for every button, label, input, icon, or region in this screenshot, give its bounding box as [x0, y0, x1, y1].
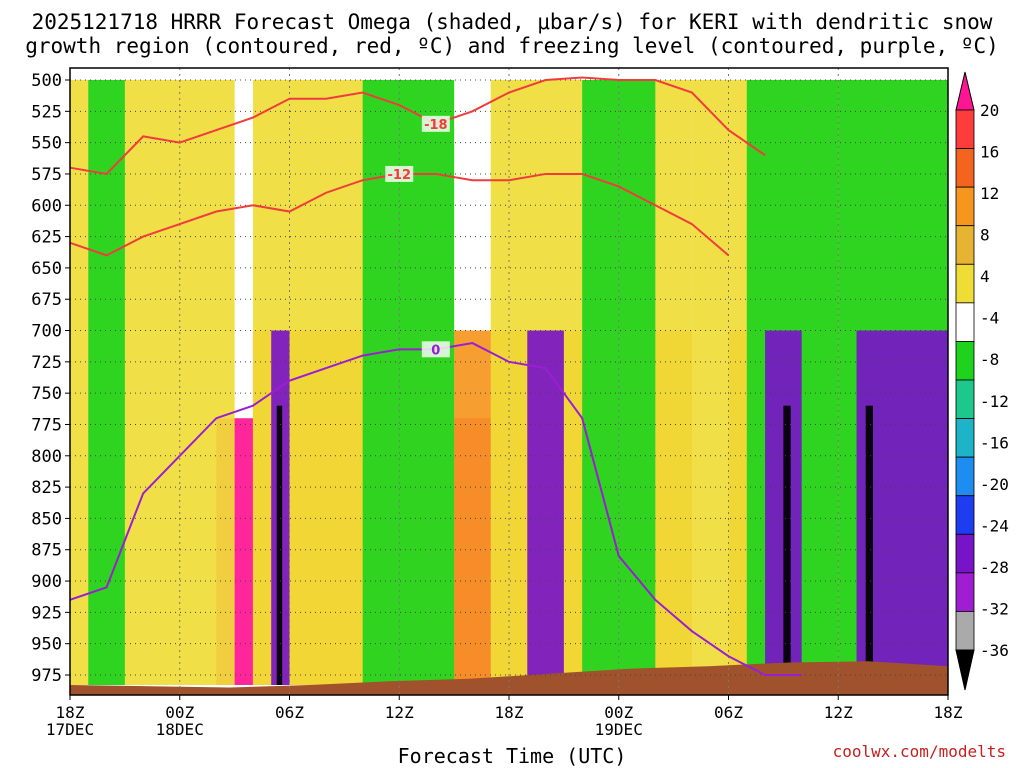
- colorbar-band: [955, 572, 975, 612]
- colorbar-band: [955, 495, 975, 535]
- y-tick-label: 575: [31, 165, 62, 185]
- contour--18: [69, 76, 766, 176]
- colorbar-band: [955, 186, 975, 227]
- x-tick-label: 19DEC: [595, 720, 643, 739]
- x-tick-label: 18Z: [495, 703, 524, 722]
- omega-cell--36: [276, 405, 283, 685]
- omega-cell-4: [691, 80, 729, 685]
- y-tick-label: 650: [31, 259, 62, 279]
- colorbar-label: 20: [980, 101, 999, 120]
- y-tick-label: 700: [31, 322, 62, 342]
- contour-label: -12: [388, 168, 412, 183]
- x-axis-label: Forecast Time (UTC): [397, 744, 627, 768]
- x-tick-label: 06Z: [275, 703, 304, 722]
- y-tick-label: 925: [31, 603, 62, 623]
- y-tick-label: 825: [31, 478, 62, 498]
- y-tick-label: 525: [31, 102, 62, 122]
- colorbar-band: [955, 418, 975, 458]
- colorbar-band: [955, 109, 975, 149]
- credit-text: coolwx.com/modelts: [832, 742, 1006, 761]
- x-tick-label: 12Z: [824, 703, 853, 722]
- colorbar-band-top: [955, 71, 975, 111]
- y-tick-label: 675: [31, 290, 62, 310]
- colorbar-label: -36: [980, 641, 1009, 660]
- colorbar-label: -28: [980, 558, 1009, 577]
- x-tick-label: 17DEC: [46, 720, 94, 739]
- y-tick-label: 725: [31, 353, 62, 373]
- colorbar-label: -8: [980, 350, 999, 369]
- omega-cell--8: [88, 80, 125, 685]
- y-tick-label: 500: [31, 71, 62, 91]
- x-tick-label: 00Z: [604, 703, 633, 722]
- colorbar-label: -24: [980, 516, 1009, 535]
- y-tick-label: 975: [31, 666, 62, 686]
- colorbar-label: 16: [980, 143, 999, 162]
- x-tick-label: 18Z: [56, 703, 85, 722]
- colorbar-band: [955, 533, 975, 574]
- y-tick-label: 950: [31, 635, 62, 655]
- y-tick-label: 850: [31, 509, 62, 529]
- contour-label-bg: [421, 115, 450, 132]
- colorbar-label: 12: [980, 184, 999, 203]
- y-tick-label: 775: [31, 415, 62, 435]
- colorbar-label: 8: [980, 226, 990, 245]
- x-tick-label: 00Z: [165, 703, 194, 722]
- omega-cell--36: [783, 405, 791, 685]
- y-tick-label: 600: [31, 196, 62, 216]
- colorbar-band: [955, 341, 975, 381]
- colorbar-band: [955, 611, 975, 651]
- colorbar-band: [955, 379, 975, 419]
- colorbar-label: -12: [980, 392, 1009, 411]
- omega-cell--36: [865, 405, 874, 685]
- y-tick-label: 800: [31, 447, 62, 467]
- y-tick-label: 750: [31, 384, 62, 404]
- x-tick-label: 12Z: [385, 703, 414, 722]
- colorbar-band: [955, 263, 975, 304]
- omega-chart: -18 -12 0 500 525 550 575 600 625 650 675 700 725 750…: [31, 67, 1009, 740]
- colorbar-band: [955, 225, 975, 265]
- y-tick-label: 625: [31, 228, 62, 248]
- y-tick-label: 550: [31, 134, 62, 154]
- x-tick-label: 06Z: [714, 703, 743, 722]
- chart-title-line1: 2025121718 HRRR Forecast Omega (shaded, …: [31, 10, 993, 34]
- colorbar-band: [955, 302, 975, 342]
- colorbar-label: -20: [980, 475, 1009, 494]
- contour-label: 0: [431, 343, 440, 358]
- colorbar-label: -4: [980, 309, 999, 328]
- colorbar-band-bottom: [955, 649, 975, 691]
- x-tick-label: 2025: [51, 737, 90, 740]
- y-tick-label: 875: [31, 541, 62, 561]
- contour-label-bg: [421, 341, 450, 358]
- colorbar-band: [955, 148, 975, 188]
- x-tick-label: 18Z: [934, 703, 963, 722]
- contour-label-bg: [385, 165, 414, 182]
- omega-cell--28: [527, 330, 564, 685]
- contour-label: -18: [424, 118, 448, 133]
- colorbar-label: 4: [980, 267, 990, 286]
- colorbar-label: -16: [980, 433, 1009, 452]
- chart-title-line2: growth region (contoured, red, ºC) and f…: [25, 34, 999, 58]
- x-tick-label: 18DEC: [156, 720, 204, 739]
- colorbar-label: -32: [980, 599, 1009, 618]
- colorbar-band: [955, 456, 975, 497]
- y-tick-label: 900: [31, 572, 62, 592]
